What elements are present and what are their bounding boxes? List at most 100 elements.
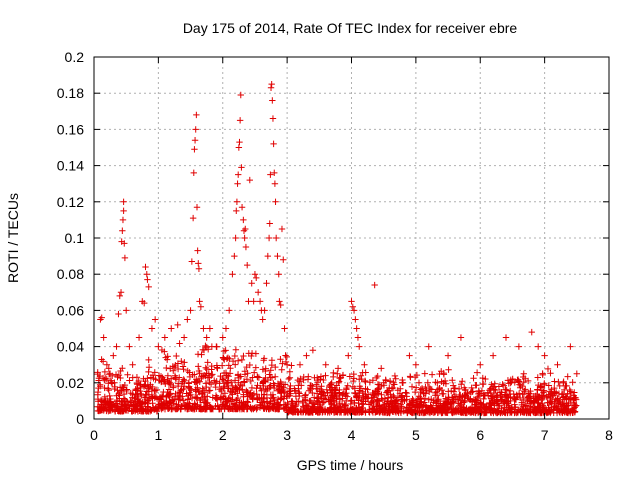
- data-point: [422, 403, 430, 411]
- data-point: [203, 383, 210, 391]
- data-point: [322, 372, 329, 379]
- data-point: [544, 399, 551, 406]
- data-point: [428, 408, 436, 416]
- y-tick-label: 0.06: [57, 302, 84, 318]
- data-point: [335, 379, 342, 386]
- data-point: [441, 406, 448, 413]
- data-point: [226, 394, 234, 401]
- data-point: [330, 369, 337, 377]
- data-point: [352, 316, 359, 323]
- data-point: [498, 397, 505, 404]
- data-point: [238, 356, 246, 364]
- data-point: [210, 377, 218, 384]
- data-point: [449, 399, 456, 407]
- data-point: [533, 390, 541, 398]
- data-point: [242, 225, 249, 233]
- data-point: [295, 385, 302, 392]
- data-point: [101, 393, 108, 401]
- data-point: [238, 204, 246, 211]
- data-point: [121, 240, 128, 247]
- data-point: [179, 363, 187, 370]
- data-point: [120, 384, 127, 391]
- data-point: [378, 391, 385, 398]
- data-point: [416, 409, 423, 417]
- data-point: [524, 377, 532, 385]
- data-point: [221, 390, 229, 397]
- data-point: [236, 117, 244, 124]
- data-point: [402, 389, 409, 396]
- data-point: [199, 385, 206, 392]
- data-point: [174, 365, 182, 373]
- data-point: [274, 395, 282, 403]
- data-point: [316, 388, 323, 395]
- data-point: [520, 370, 527, 377]
- data-point: [134, 396, 141, 403]
- data-point: [260, 355, 268, 362]
- data-point: [332, 386, 339, 394]
- data-point: [170, 400, 178, 407]
- data-point: [388, 385, 396, 392]
- data-point: [375, 384, 383, 392]
- data-point: [390, 408, 397, 415]
- data-point: [342, 408, 349, 416]
- data-point: [202, 364, 209, 371]
- data-point: [193, 111, 200, 119]
- data-point: [105, 365, 112, 372]
- data-point: [495, 383, 503, 390]
- data-point: [189, 402, 196, 410]
- data-point: [271, 397, 278, 404]
- data-point: [528, 328, 535, 336]
- data-point: [434, 397, 441, 404]
- data-point: [265, 234, 273, 242]
- data-point: [415, 379, 423, 387]
- data-point: [166, 404, 173, 412]
- data-point: [340, 390, 347, 397]
- data-point: [391, 372, 399, 380]
- data-point: [117, 289, 125, 296]
- data-point: [244, 388, 251, 396]
- data-point: [342, 397, 350, 405]
- data-point: [231, 400, 238, 407]
- data-point: [104, 385, 112, 392]
- data-point: [203, 334, 210, 341]
- data-point: [374, 372, 381, 380]
- data-point: [348, 298, 355, 305]
- data-point: [252, 364, 260, 371]
- data-point: [284, 401, 292, 409]
- data-point: [106, 392, 113, 400]
- data-point: [357, 372, 365, 379]
- data-point: [145, 385, 152, 392]
- data-point: [436, 370, 443, 378]
- data-point: [241, 368, 249, 375]
- data-point: [283, 353, 290, 361]
- data-point: [472, 382, 479, 389]
- data-point: [303, 405, 311, 412]
- data-point: [272, 198, 279, 205]
- data-point: [229, 271, 236, 278]
- data-point: [106, 370, 114, 377]
- data-point: [286, 374, 294, 381]
- data-point: [411, 388, 419, 396]
- data-point: [421, 399, 428, 406]
- data-point: [502, 334, 510, 341]
- data-point: [111, 383, 119, 391]
- data-point: [277, 388, 285, 396]
- data-point: [209, 394, 216, 401]
- data-point: [120, 207, 127, 215]
- data-point: [184, 395, 192, 403]
- data-point: [307, 382, 314, 389]
- data-point: [213, 343, 220, 350]
- data-point: [195, 265, 203, 272]
- data-point: [98, 314, 105, 321]
- data-point: [149, 383, 156, 391]
- data-point: [283, 361, 291, 368]
- data-point: [324, 406, 332, 414]
- data-point: [567, 390, 574, 398]
- data-point: [317, 373, 325, 380]
- data-point: [503, 393, 510, 401]
- data-point: [362, 369, 369, 376]
- data-point: [234, 371, 242, 378]
- data-point: [292, 401, 300, 409]
- data-point: [353, 392, 360, 400]
- data-point: [221, 405, 228, 412]
